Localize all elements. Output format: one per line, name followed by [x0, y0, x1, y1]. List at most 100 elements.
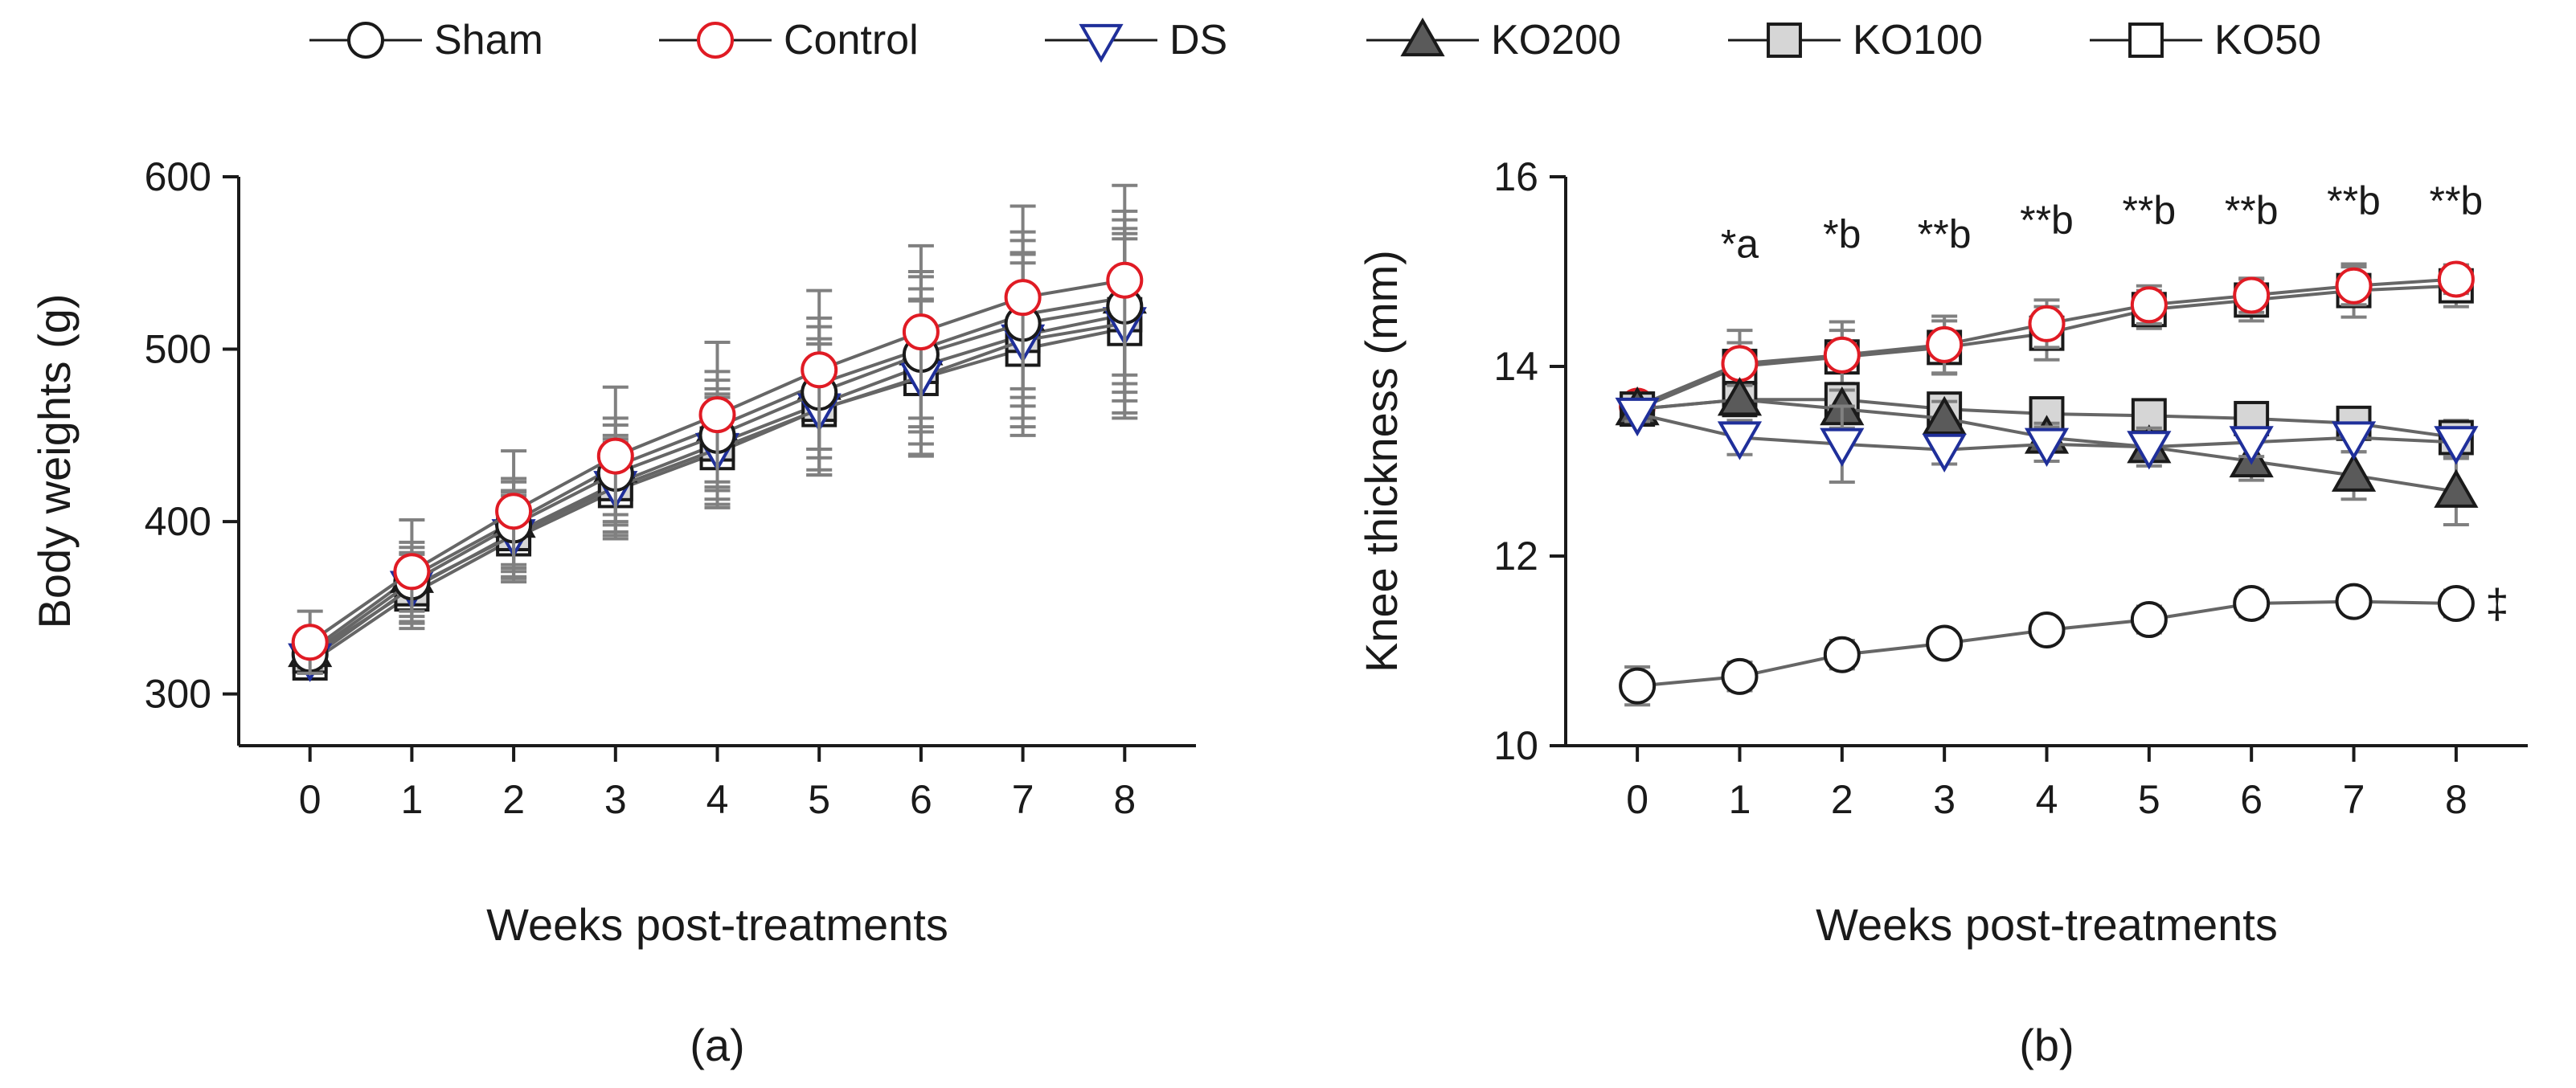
data-point-ds — [2331, 421, 2377, 460]
significance-annotation: **b — [2225, 188, 2279, 233]
y-tick-label: 12 — [1493, 534, 1538, 579]
legend-item-ko100: KO100 — [1728, 17, 1983, 63]
x-tick-label: 8 — [2445, 777, 2467, 822]
data-point-ds — [1922, 433, 1967, 473]
x-axis-title: Weeks post-treatments — [1816, 899, 2278, 950]
x-tick-label: 4 — [2036, 777, 2058, 822]
y-tick-label: 10 — [1493, 723, 1538, 768]
data-point-sham — [1926, 624, 1964, 662]
data-point-control — [393, 553, 431, 591]
significance-annotation: **b — [2327, 178, 2381, 223]
data-point-ds — [2127, 431, 2172, 470]
data-point-ko200 — [2434, 468, 2479, 508]
legend-marker-ko100-icon — [1767, 22, 1802, 58]
legend-marker-ko200-icon — [1400, 17, 1445, 57]
legend-label: KO100 — [1853, 17, 1983, 63]
legend-label: Sham — [434, 17, 543, 63]
panel-a-body-weights: 300 400 500 600 0 1 2 3 4 5 6 7 8 Weeks post-treatmen… — [29, 154, 1196, 1070]
y-axis-title: Body weights (g) — [29, 293, 80, 628]
data-point-control — [698, 396, 736, 434]
sham-significance-mark: ‡ — [2485, 581, 2508, 628]
panel-label: (b) — [2019, 1020, 2074, 1070]
x-tick-label: 3 — [1933, 777, 1956, 822]
data-point-ds — [1717, 421, 1763, 460]
y-tick-label: 14 — [1493, 344, 1538, 389]
data-point-ds — [1615, 397, 1660, 437]
y-tick-label: 16 — [1493, 154, 1538, 199]
legend-item-ko200: KO200 — [1366, 17, 1621, 63]
series-sham — [1619, 583, 2475, 707]
significance-annotation: **b — [2020, 198, 2074, 243]
x-tick-label: 7 — [1012, 777, 1034, 822]
data-point-sham — [1619, 667, 1657, 705]
data-point-control — [2028, 305, 2066, 342]
x-axis-title: Weeks post-treatments — [486, 899, 948, 950]
legend-label: Control — [784, 17, 919, 63]
x-tick-label: 5 — [808, 777, 830, 822]
x-tick-label: 4 — [706, 777, 729, 822]
data-point-ds — [2024, 427, 2070, 467]
legend-label: KO50 — [2214, 17, 2321, 63]
data-point-ds — [2229, 426, 2274, 465]
x-tick-label: 0 — [1626, 777, 1648, 822]
data-point-sham — [2028, 611, 2066, 649]
x-tick-label: 1 — [1729, 777, 1751, 822]
legend-item-ko50: KO50 — [2090, 17, 2321, 63]
data-point-sham — [2335, 583, 2373, 620]
data-point-sham — [2130, 601, 2168, 639]
data-point-control — [2130, 286, 2168, 324]
data-point-control — [2233, 276, 2271, 314]
data-point-sham — [1721, 657, 1759, 695]
x-tick-label: 6 — [910, 777, 932, 822]
data-point-ds — [1820, 427, 1865, 467]
data-point-control — [2335, 267, 2373, 305]
legend-item-ds: DS — [1045, 17, 1227, 63]
series-ds — [1615, 397, 2479, 484]
legend-label: DS — [1169, 17, 1227, 63]
data-point-control — [2437, 260, 2475, 298]
y-axis-title: Knee thickness (mm) — [1356, 250, 1407, 673]
legend-marker-ds-icon — [1079, 23, 1124, 63]
significance-annotation: **b — [1918, 212, 1972, 257]
x-tick-label: 3 — [604, 777, 627, 822]
data-point-control — [596, 437, 634, 475]
data-point-control — [801, 351, 838, 389]
x-tick-label: 2 — [1831, 777, 1853, 822]
data-point-control — [291, 624, 329, 661]
data-point-ko200 — [2331, 452, 2377, 492]
legend-marker-control-icon — [697, 22, 734, 59]
x-tick-label: 5 — [2138, 777, 2160, 822]
x-tick-label: 2 — [502, 777, 525, 822]
legend-item-control: Control — [659, 17, 919, 63]
x-tick-label: 6 — [2240, 777, 2263, 822]
data-point-ds — [2434, 426, 2479, 465]
data-point-ko200 — [1922, 395, 1967, 436]
legend-item-sham: Sham — [309, 17, 543, 63]
legend-label: KO200 — [1491, 17, 1621, 63]
legend-marker-sham-icon — [347, 22, 384, 59]
data-point-control — [1926, 325, 1964, 363]
y-tick-label: 600 — [145, 154, 211, 199]
legend-marker-ko50-icon — [2128, 22, 2164, 58]
x-tick-label: 8 — [1113, 777, 1136, 822]
y-tick-label: 300 — [145, 672, 211, 717]
significance-annotation: **b — [2122, 188, 2176, 233]
significance-annotation: **b — [2429, 178, 2483, 223]
data-point-control — [495, 493, 533, 530]
data-point-control — [1106, 261, 1144, 299]
x-tick-label: 0 — [299, 777, 321, 822]
data-point-control — [902, 313, 940, 351]
significance-annotation: *a — [1721, 221, 1759, 266]
significance-annotation: *b — [1823, 212, 1861, 257]
data-point-control — [1823, 336, 1861, 374]
x-tick-label: 1 — [400, 777, 423, 822]
data-point-sham — [2233, 585, 2271, 622]
y-tick-label: 500 — [145, 327, 211, 372]
legend: Sham Control DS KO200 KO100 KO50 — [309, 17, 2321, 63]
y-tick-label: 400 — [145, 499, 211, 544]
data-point-ko200 — [1717, 377, 1763, 416]
data-point-control — [1004, 279, 1042, 317]
panel-label: (a) — [690, 1020, 744, 1070]
